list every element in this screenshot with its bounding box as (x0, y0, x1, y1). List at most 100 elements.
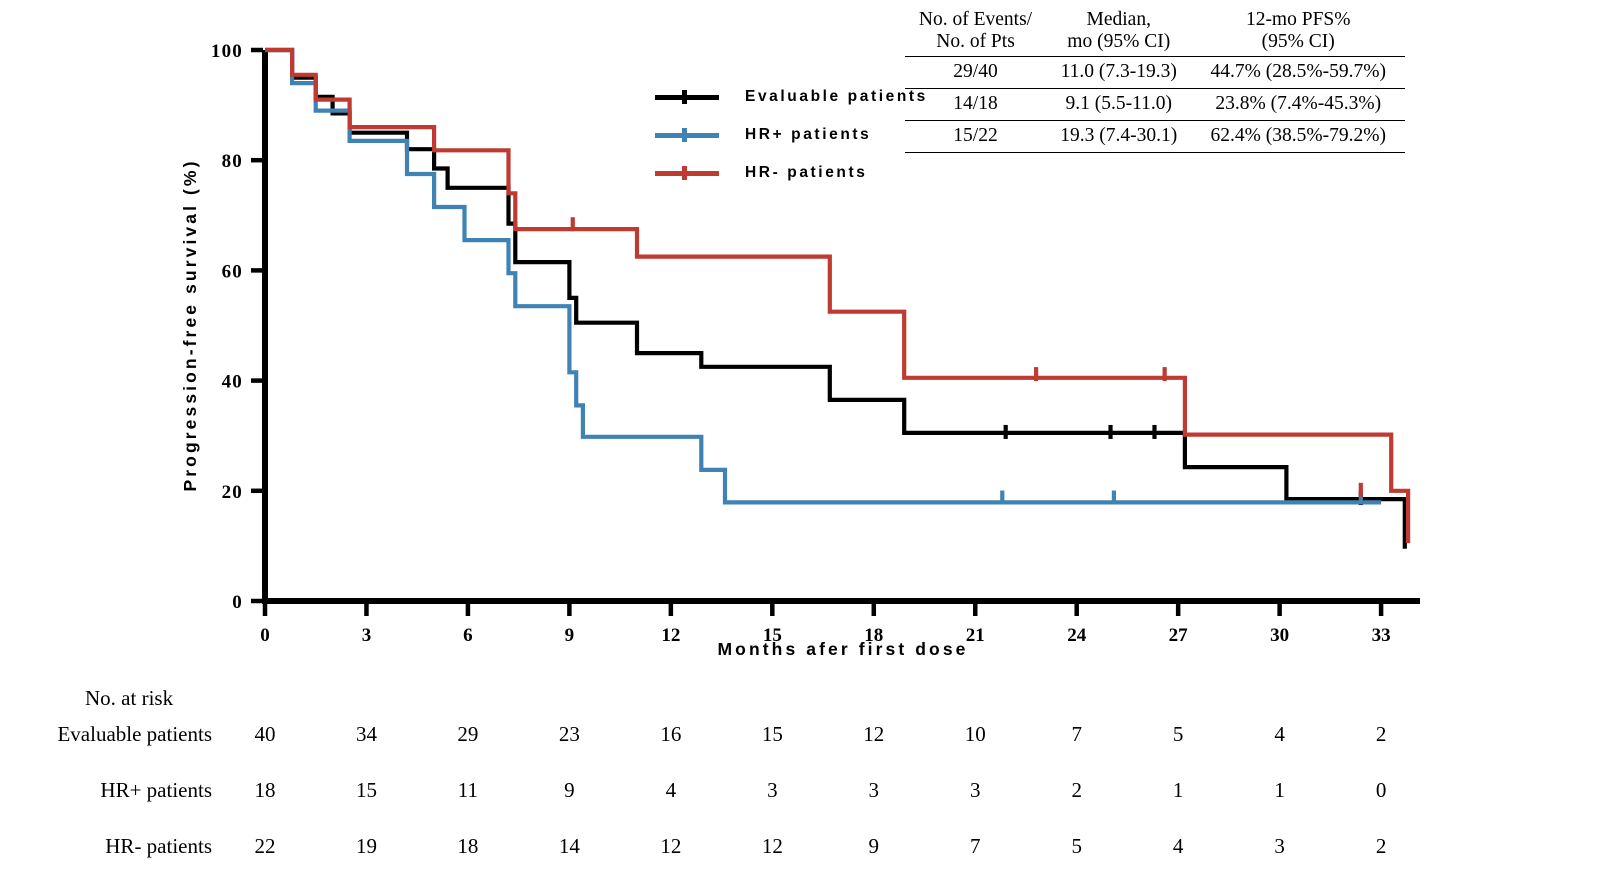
y-tick-label: 0 (232, 592, 243, 613)
survival-step-line (265, 47, 1382, 505)
stat-cell-pfs12: 23.8% (7.4%-45.3%) (1191, 87, 1405, 121)
risk-value: 19 (355, 834, 377, 858)
risk-row-label: HR- patients (105, 834, 212, 858)
risk-value: 3 (767, 778, 778, 802)
survival-curves (265, 47, 1411, 549)
y-tick-label: 100 (211, 41, 243, 62)
risk-value: 11 (457, 778, 479, 802)
risk-value: 18 (457, 834, 479, 858)
risk-value: 2 (1375, 722, 1387, 746)
risk-value: 18 (254, 778, 276, 802)
x-axis-ticks (262, 603, 1384, 616)
risk-value: 4 (1172, 834, 1184, 858)
risk-row-label: HR+ patients (100, 778, 212, 802)
risk-value: 3 (969, 778, 981, 802)
risk-value: 10 (964, 722, 986, 746)
risk-value: 22 (254, 834, 276, 858)
x-tick-label: 6 (463, 625, 473, 646)
x-tick-label: 18 (864, 625, 883, 646)
risk-row: Evaluable patients 40 34 29 23 16 15 12 10 7 5 4 2 (0, 722, 1618, 770)
stat-header-pfs12: 12-mo PFS% (95% CI) (1245, 9, 1351, 52)
survival-step-line (265, 47, 1407, 549)
x-tick-label: 27 (1169, 625, 1189, 646)
risk-value: 23 (558, 722, 580, 746)
risk-value: 34 (355, 722, 377, 746)
risk-value: 1 (1274, 778, 1285, 802)
x-axis-title: Months afer first dose (717, 639, 968, 659)
legend-label-hr-negative: HR- patients (745, 164, 868, 181)
risk-value: 15 (761, 722, 783, 746)
stat-cell-events: 29/40 (905, 55, 1047, 89)
risk-row: HR- patients 22 19 18 14 12 12 9 7 5 4 3 2 (0, 834, 1618, 882)
stat-cell-events: 15/22 (905, 119, 1047, 153)
risk-table-title: No. at risk (85, 686, 174, 710)
x-tick-label: 0 (260, 625, 270, 646)
risk-row: HR+ patients 18 15 11 9 4 3 3 3 2 1 1 0 (0, 778, 1618, 826)
x-tick-label: 30 (1270, 625, 1289, 646)
risk-value: 12 (761, 834, 783, 858)
legend-item-hr-positive: HR+ patients (655, 116, 928, 154)
stat-cell-events: 14/18 (905, 87, 1047, 121)
risk-value: 40 (254, 722, 276, 746)
risk-value: 0 (1375, 778, 1387, 802)
legend-label-hr-positive: HR+ patients (745, 126, 872, 143)
risk-value: 9 (564, 778, 575, 802)
table-row: 14/18 9.1 (5.5-11.0) 23.8% (7.4%-45.3%) (905, 87, 1405, 121)
y-tick-label: 80 (222, 151, 243, 172)
risk-value: 5 (1172, 722, 1184, 746)
y-axis-ticks (251, 47, 263, 604)
stat-cell-pfs12: 44.7% (28.5%-59.7%) (1191, 55, 1405, 89)
risk-value: 15 (355, 778, 377, 802)
risk-value: 4 (665, 778, 677, 802)
table-row: 15/22 19.3 (7.4-30.1) 62.4% (38.5%-79.2%… (905, 119, 1405, 153)
risk-value: 3 (1274, 834, 1285, 858)
x-tick-label: 12 (661, 625, 680, 646)
risk-value: 16 (660, 722, 682, 746)
risk-value: 9 (868, 834, 880, 858)
y-tick-label: 20 (222, 482, 243, 503)
risk-value: 2 (1375, 834, 1387, 858)
legend-swatch-hr-positive (655, 128, 719, 142)
risk-value: 5 (1071, 834, 1082, 858)
table-row: 29/40 11.0 (7.3-19.3) 44.7% (28.5%-59.7%… (905, 55, 1405, 89)
risk-value: 2 (1071, 778, 1082, 802)
risk-row-label: Evaluable patients (57, 722, 212, 746)
curve-hr-negative (265, 47, 1411, 544)
x-tick-label: 15 (763, 625, 782, 646)
legend-item-evaluable: Evaluable patients (655, 78, 928, 116)
risk-value: 7 (969, 834, 981, 858)
risk-value: 7 (1071, 722, 1082, 746)
km-plot-svg: 0 3 6 9 12 15 18 21 24 27 30 33 0 20 40 60 80 100 Progre… (180, 41, 1420, 659)
y-tick-label: 40 (222, 372, 243, 393)
x-tick-label: 33 (1372, 625, 1391, 646)
x-tick-label: 3 (362, 625, 372, 646)
risk-value: 12 (863, 722, 885, 746)
legend-label-evaluable: Evaluable patients (745, 88, 928, 105)
plot-axes (262, 50, 1420, 604)
chart-legend: Evaluable patients HR+ patients HR- pati… (655, 78, 928, 192)
legend-item-hr-negative: HR- patients (655, 154, 928, 192)
summary-statistics-table: No. of Events/ No. of Pts Median, mo (95… (905, 8, 1405, 153)
stat-cell-median: 19.3 (7.4-30.1) (1046, 119, 1192, 153)
stat-header-events: No. of Events/ No. of Pts (918, 9, 1033, 52)
risk-value: 3 (868, 778, 880, 802)
survival-step-line (265, 47, 1411, 544)
risk-value: 29 (457, 722, 479, 746)
x-tick-label: 24 (1067, 625, 1087, 646)
x-tick-label: 21 (966, 625, 985, 646)
risk-value: 14 (558, 834, 580, 858)
stat-header-median: Median, mo (95% CI) (1067, 9, 1171, 52)
y-axis-title: Progression-free survival (%) (180, 158, 200, 491)
stat-table-header-row: No. of Events/ No. of Pts Median, mo (95… (905, 8, 1405, 56)
y-tick-label: 60 (222, 261, 243, 282)
legend-swatch-evaluable (655, 90, 719, 104)
y-axis-tick-labels: 0 20 40 60 80 100 (211, 41, 243, 613)
stat-cell-pfs12: 62.4% (38.5%-79.2%) (1191, 119, 1405, 153)
stat-cell-median: 11.0 (7.3-19.3) (1046, 55, 1192, 89)
stat-cell-median: 9.1 (5.5-11.0) (1046, 87, 1192, 121)
risk-value: 12 (660, 834, 682, 858)
legend-swatch-hr-negative (655, 166, 719, 180)
risk-value: 1 (1172, 778, 1184, 802)
x-axis-tick-labels: 0 3 6 9 12 15 18 21 24 27 30 33 (260, 625, 1390, 646)
